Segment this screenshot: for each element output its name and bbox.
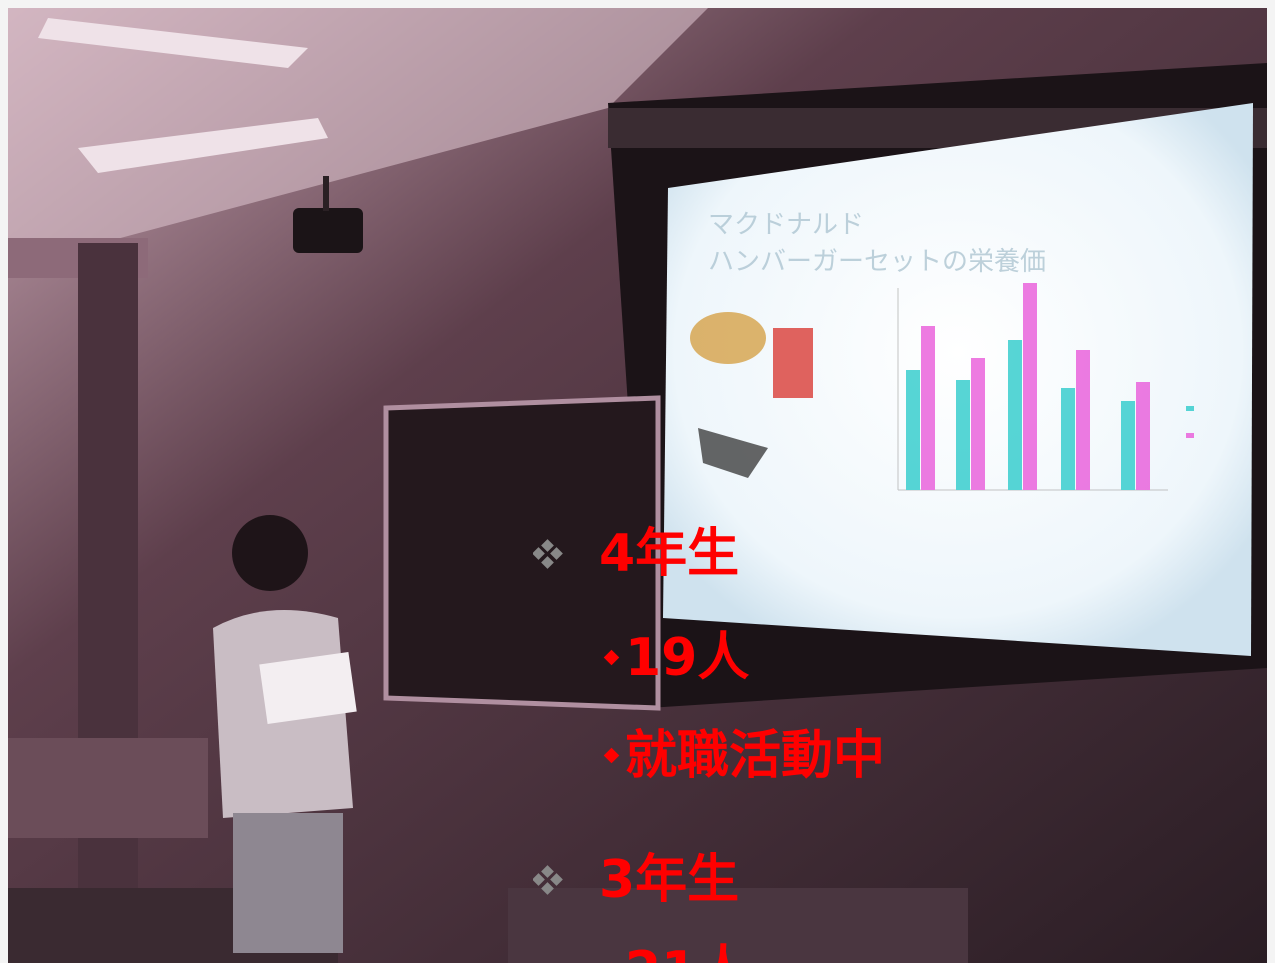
photo: マクドナルド ハンバーガーセットの栄養価 [8, 8, 1267, 963]
slide: マクドナルド ハンバーガーセットの栄養価 [0, 0, 1275, 963]
bullet-icon [533, 539, 593, 569]
sub-bullet: 就職活動中 [603, 730, 885, 782]
bullet: 4年生 [533, 528, 739, 580]
svg-text:マクドナルド: マクドナルド [708, 210, 864, 240]
bullet-icon [533, 865, 593, 895]
svg-text:ハンバーガーセットの栄養価: ハンバーガーセットの栄養価 [708, 247, 1046, 277]
sub-bullet: 19人 [603, 632, 749, 684]
bullet-text: 4年生 [599, 528, 739, 580]
bullet-text: 3年生 [599, 854, 739, 906]
bullet-text: 19人 [625, 632, 749, 684]
bullet-icon [603, 648, 621, 668]
sub-bullet: 21人 [603, 945, 749, 963]
bullet-text: 就職活動中 [625, 730, 885, 782]
bullet: 3年生 [533, 854, 739, 906]
bullet-icon [603, 746, 621, 766]
bullet-text: 21人 [625, 945, 749, 963]
